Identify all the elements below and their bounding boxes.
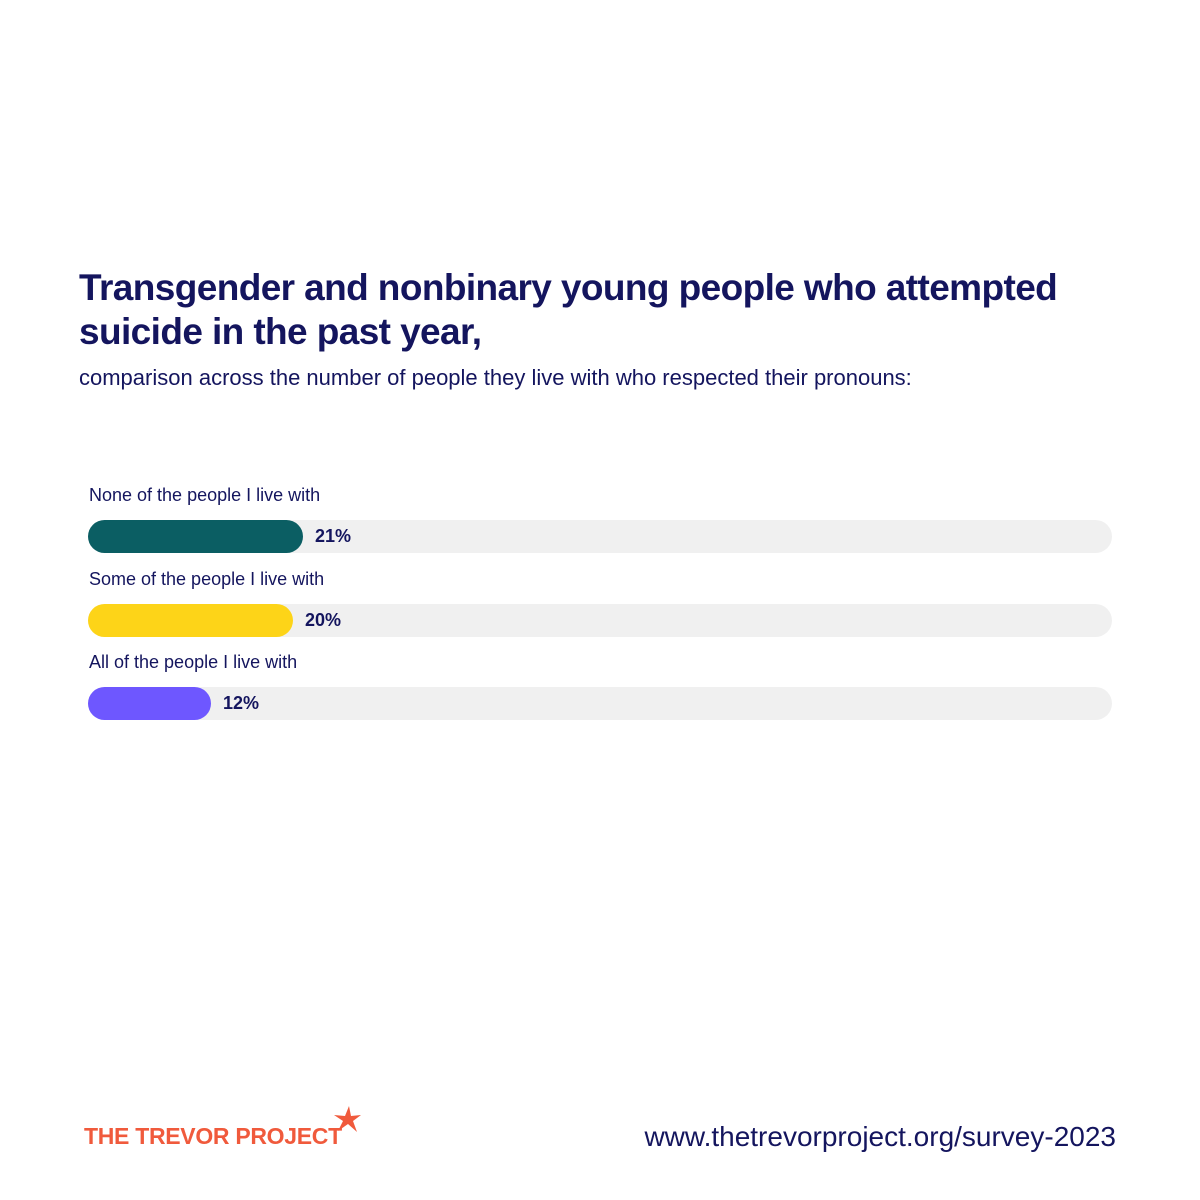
bar-category-label: Some of the people I live with — [89, 568, 325, 589]
bar-category-label: None of the people I live with — [89, 485, 321, 505]
logo-text: THE TREVOR PROJECT — [84, 1123, 342, 1149]
bar-track: 20% — [88, 603, 1112, 637]
chart-title: Transgender and nonbinary young people w… — [79, 267, 1058, 352]
bar-category-label: All of the people I live with — [89, 652, 298, 672]
bar-track: 21% — [88, 520, 1112, 553]
bar — [88, 520, 303, 553]
star-icon — [334, 1106, 361, 1132]
bar — [88, 603, 293, 637]
bar-track: 12% — [88, 687, 1112, 720]
bar-value-label: 20% — [305, 609, 342, 630]
bar-value-label: 12% — [223, 693, 260, 713]
bar — [88, 687, 211, 720]
survey-url-link[interactable]: www.thetrevorproject.org/survey-2023 — [644, 1121, 1116, 1152]
bar-value-label: 21% — [315, 526, 352, 546]
trevor-project-logo[interactable]: THE TREVOR PROJECT — [84, 1105, 374, 1155]
chart-subtitle: comparison across the number of people t… — [79, 365, 912, 390]
